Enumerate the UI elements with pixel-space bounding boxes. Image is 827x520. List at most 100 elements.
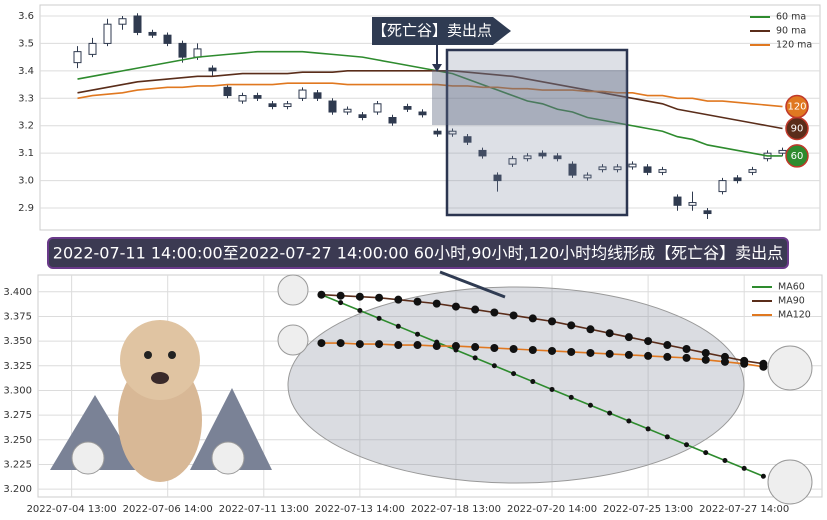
mountain: [50, 395, 140, 470]
end-badge: [785, 94, 809, 119]
skull: [767, 345, 813, 391]
ma-line: [321, 293, 764, 478]
point: [759, 362, 768, 371]
end-badge-label: 120: [787, 102, 806, 113]
candle-body: [403, 106, 412, 110]
banner: [372, 17, 511, 45]
point: [701, 348, 710, 357]
y-tick-label: 3.300: [3, 385, 32, 396]
point: [472, 355, 478, 361]
point: [357, 308, 363, 314]
candle-body: [568, 163, 577, 176]
legend-label: MA60: [778, 282, 805, 293]
point: [413, 297, 422, 306]
x-tick-label: 2022-07-27 14:00: [699, 504, 789, 515]
point: [586, 325, 595, 334]
end-badge-label: 90: [791, 123, 804, 134]
banner: [47, 237, 789, 269]
candle-body: [253, 95, 262, 99]
y-tick-label: 3.225: [3, 459, 32, 470]
legend-label: 120 ma: [776, 40, 812, 51]
point: [587, 402, 593, 408]
eye: [144, 351, 152, 359]
point: [701, 355, 710, 364]
point: [740, 359, 749, 368]
candle-body: [388, 117, 397, 124]
x-tick-label: 2022-07-18 13:00: [411, 504, 501, 515]
end-badge-label: 60: [791, 151, 804, 162]
point: [741, 465, 747, 471]
point: [490, 344, 499, 353]
nose: [151, 372, 169, 384]
candle-body: [73, 51, 82, 64]
candle-body: [298, 89, 307, 99]
candle-body: [733, 177, 742, 182]
arrow: [439, 270, 506, 299]
candle-body: [373, 103, 382, 113]
candle-body: [598, 166, 607, 171]
ma-line: [77, 50, 783, 157]
candle-body: [448, 130, 457, 135]
candle-body: [673, 196, 682, 206]
point: [605, 329, 614, 338]
point: [394, 295, 403, 304]
point: [624, 350, 633, 359]
point: [413, 341, 422, 350]
candle-body: [553, 155, 562, 160]
x-tick-label: 2022-07-25 13:00: [603, 504, 693, 515]
x-tick-label: 2022-07-04 13:00: [27, 504, 117, 515]
candle-body: [193, 48, 202, 58]
y-tick-label: 3.1: [18, 148, 34, 159]
point: [528, 314, 537, 323]
point: [624, 333, 633, 342]
eye: [168, 351, 176, 359]
point: [432, 299, 441, 308]
ma-line: [77, 82, 783, 108]
point: [605, 349, 614, 358]
candle-body: [643, 166, 652, 173]
point: [509, 311, 518, 320]
candle-body: [688, 202, 697, 206]
point: [451, 302, 460, 311]
candle-body: [433, 130, 442, 135]
y-tick-label: 3.250: [3, 435, 32, 446]
x-tick-label: 2022-07-20 14:00: [507, 504, 597, 515]
decoration: [372, 17, 629, 217]
point: [567, 321, 576, 330]
point: [509, 345, 518, 353]
cross-box: [432, 70, 627, 125]
point: [567, 347, 576, 356]
candle-body: [613, 166, 622, 171]
skull: [277, 324, 309, 356]
candle-body: [358, 114, 367, 118]
candle-body: [538, 152, 547, 157]
point: [663, 341, 672, 350]
point: [684, 442, 690, 448]
y-tick-label: 3.350: [3, 336, 32, 347]
candle-body: [88, 42, 97, 55]
point: [626, 418, 632, 424]
point: [376, 315, 382, 321]
point: [607, 410, 613, 416]
point: [471, 343, 480, 352]
point: [760, 473, 766, 479]
bottom-deco: [47, 237, 813, 505]
point: [703, 450, 709, 456]
point: [336, 291, 345, 300]
point: [471, 305, 480, 314]
point: [415, 331, 421, 337]
point: [720, 357, 729, 366]
candle-body: [268, 103, 277, 108]
candle-body: [163, 34, 172, 44]
x-tick-label: 2022-07-13 14:00: [315, 504, 405, 515]
mountain: [190, 388, 272, 470]
point: [644, 337, 653, 346]
annotation: 【死亡谷】卖出点: [372, 22, 492, 40]
banner-text: 2022-07-11 14:00:00至2022-07-27 14:00:00 …: [53, 244, 783, 263]
skull: [71, 441, 105, 475]
y-tick-label: 3.0: [18, 176, 34, 187]
candle-body: [583, 174, 592, 179]
candle-body: [658, 169, 667, 173]
candle-body: [628, 163, 637, 168]
